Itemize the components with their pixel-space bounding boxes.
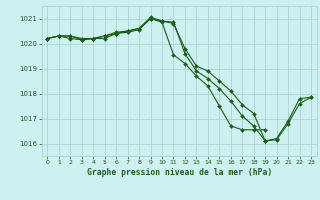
- X-axis label: Graphe pression niveau de la mer (hPa): Graphe pression niveau de la mer (hPa): [87, 168, 272, 177]
